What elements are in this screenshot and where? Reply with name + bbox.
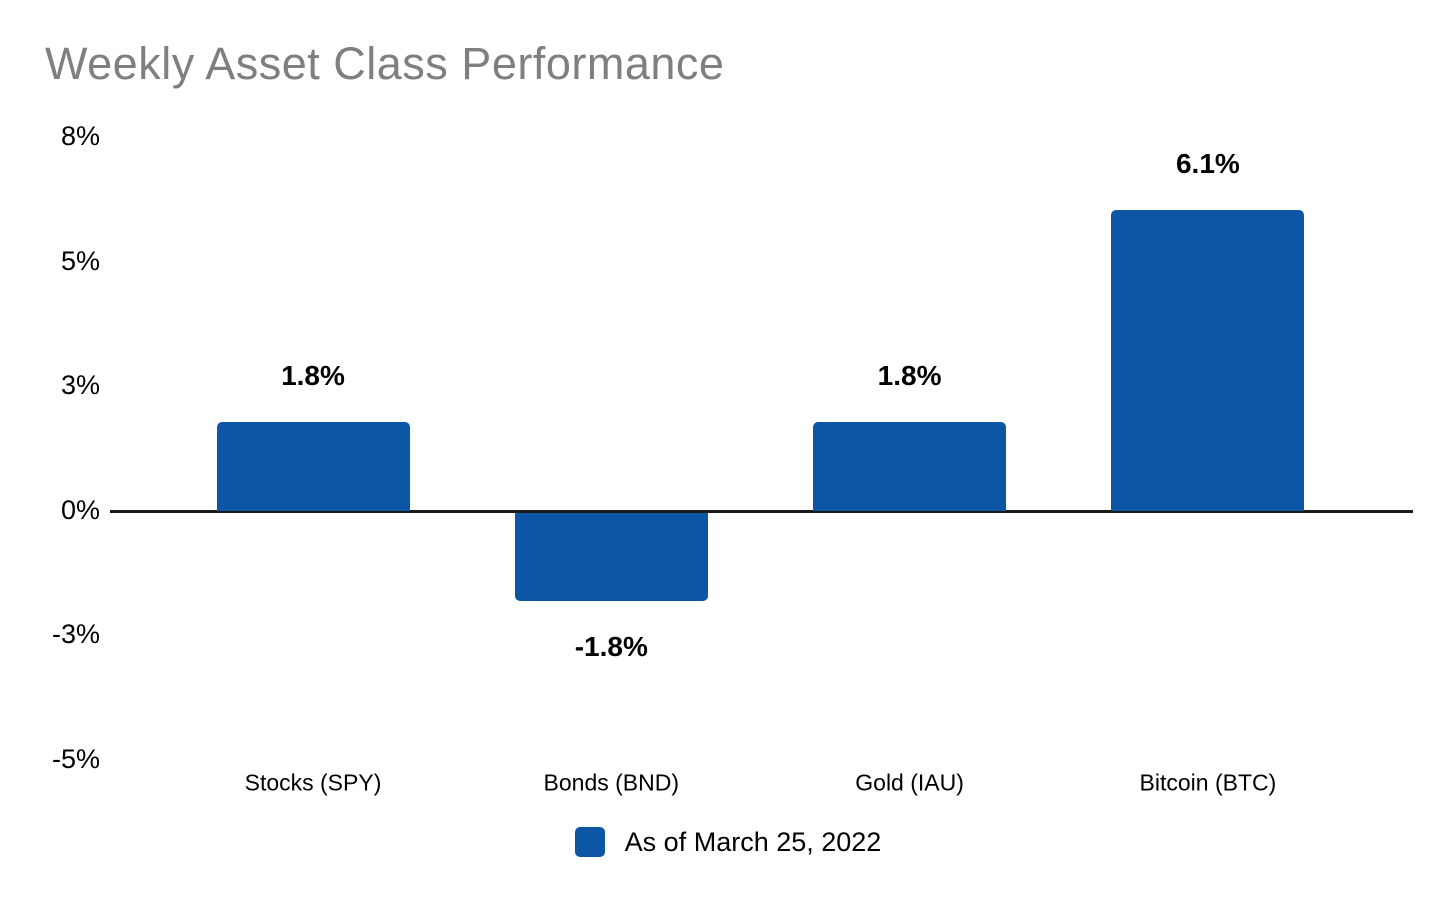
category-label: Stocks (SPY) [244,769,382,796]
bar [216,422,410,511]
legend: As of March 25, 2022 [0,822,1456,862]
y-tick-label: 3% [60,370,100,401]
bar [514,512,708,602]
bar [813,422,1007,511]
y-tick-label: 0% [60,494,100,525]
bar-value-label: 1.8% [281,360,345,392]
zero-baseline [110,510,1413,513]
bar-value-label: 1.8% [877,360,942,392]
category-label: Bitcoin (BTC) [1139,769,1277,796]
bar [1111,210,1305,511]
bar-value-label: 6.1% [1175,148,1240,180]
category-label: Gold (IAU) [855,769,964,796]
y-tick-label: 8% [60,120,100,151]
legend-label: As of March 25, 2022 [624,826,882,857]
legend-swatch-icon [574,827,605,857]
y-tick-label: -5% [51,743,100,774]
chart-title: Weekly Asset Class Performance [45,38,725,89]
y-tick-label: 5% [60,245,100,276]
bar-value-label: -1.8% [574,631,648,663]
y-tick-label: -3% [51,619,100,650]
category-label: Bonds (BND) [543,769,680,796]
